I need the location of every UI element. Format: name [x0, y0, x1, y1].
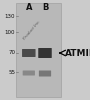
FancyBboxPatch shape [23, 70, 35, 76]
Text: Product Inc.: Product Inc. [23, 19, 42, 41]
Bar [16, 3, 61, 97]
Text: A: A [26, 4, 32, 12]
Text: B: B [42, 4, 48, 12]
Text: ATMIN: ATMIN [65, 48, 90, 58]
FancyBboxPatch shape [38, 48, 52, 58]
FancyBboxPatch shape [39, 70, 51, 76]
Text: 130: 130 [5, 14, 15, 18]
Text: 55: 55 [8, 70, 15, 74]
Text: 70: 70 [8, 50, 15, 56]
FancyBboxPatch shape [22, 49, 36, 57]
Text: 100: 100 [5, 30, 15, 34]
